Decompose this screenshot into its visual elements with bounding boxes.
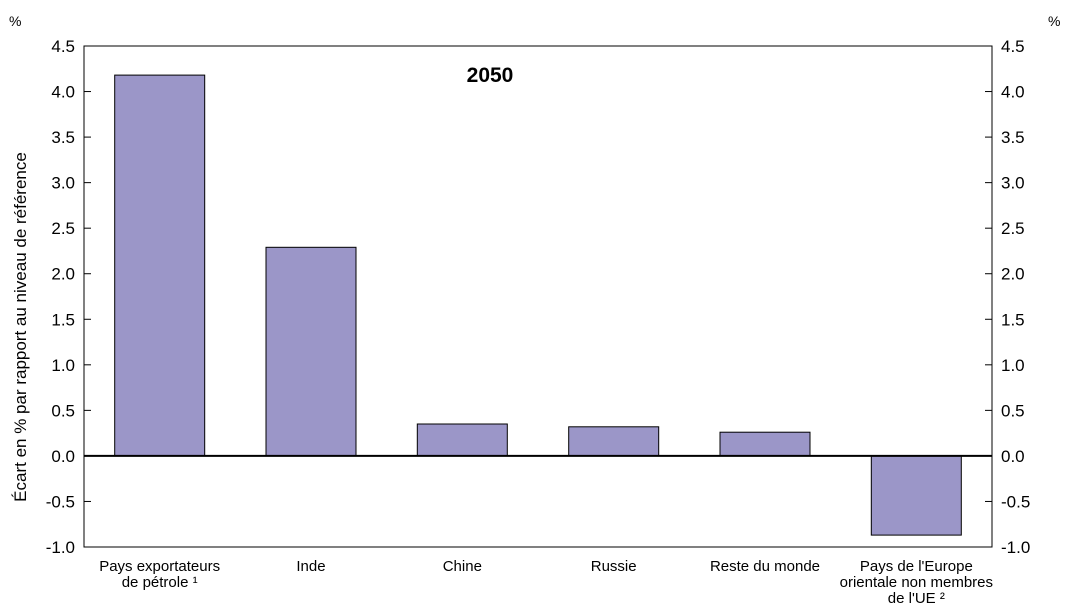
y-tick-label-right: 2.5: [1001, 219, 1025, 238]
x-category-label: Inde: [296, 558, 325, 575]
y-tick-label-left: 2.5: [51, 219, 75, 238]
bar: [870, 455, 962, 536]
chart-title: 2050: [467, 64, 514, 87]
y-tick-label-right: 0.5: [1001, 401, 1025, 420]
x-category-label: Chine: [443, 558, 482, 575]
y-tick-label-left: 4.5: [51, 37, 75, 56]
y-tick-label-left: -1.0: [46, 538, 75, 557]
y-tick-label-right: 1.0: [1001, 356, 1025, 375]
y-tick-label-right: 0.0: [1001, 447, 1025, 466]
y-tick-label-left: 2.0: [51, 265, 75, 284]
y-tick-label-left: -0.5: [46, 492, 75, 511]
y-tick-label-right: 2.0: [1001, 265, 1025, 284]
y-tick-label-left: 0.5: [51, 401, 75, 420]
y-tick-label-right: -0.5: [1001, 492, 1030, 511]
y-tick-label-right: 4.0: [1001, 83, 1025, 102]
right-unit-label: %: [1048, 13, 1060, 29]
y-tick-label-left: 3.0: [51, 174, 75, 193]
y-axis-label: Écart en % par rapport au niveau de réfé…: [11, 152, 30, 502]
x-category-label: Pays exportateurs de pétrole ¹: [99, 558, 220, 591]
y-tick-label-left: 1.0: [51, 356, 75, 375]
left-unit-label: %: [9, 13, 21, 29]
bar: [265, 246, 357, 457]
y-tick-label-left: 4.0: [51, 83, 75, 102]
x-category-label: Russie: [591, 558, 637, 575]
bar: [114, 74, 206, 457]
y-tick-label-left: 0.0: [51, 447, 75, 466]
y-tick-label-left: 1.5: [51, 310, 75, 329]
x-category-label: Pays de l'Europe orientale non membres de …: [840, 558, 993, 607]
plot-frame: [83, 45, 993, 548]
bar: [719, 431, 811, 457]
y-tick-label-left: 3.5: [51, 128, 75, 147]
y-tick-label-right: -1.0: [1001, 538, 1030, 557]
bar: [568, 426, 660, 457]
x-category-label: Reste du monde: [710, 558, 820, 575]
y-tick-label-right: 1.5: [1001, 310, 1025, 329]
y-tick-label-right: 3.5: [1001, 128, 1025, 147]
bar: [416, 423, 508, 457]
y-tick-label-right: 3.0: [1001, 174, 1025, 193]
y-tick-label-right: 4.5: [1001, 37, 1025, 56]
